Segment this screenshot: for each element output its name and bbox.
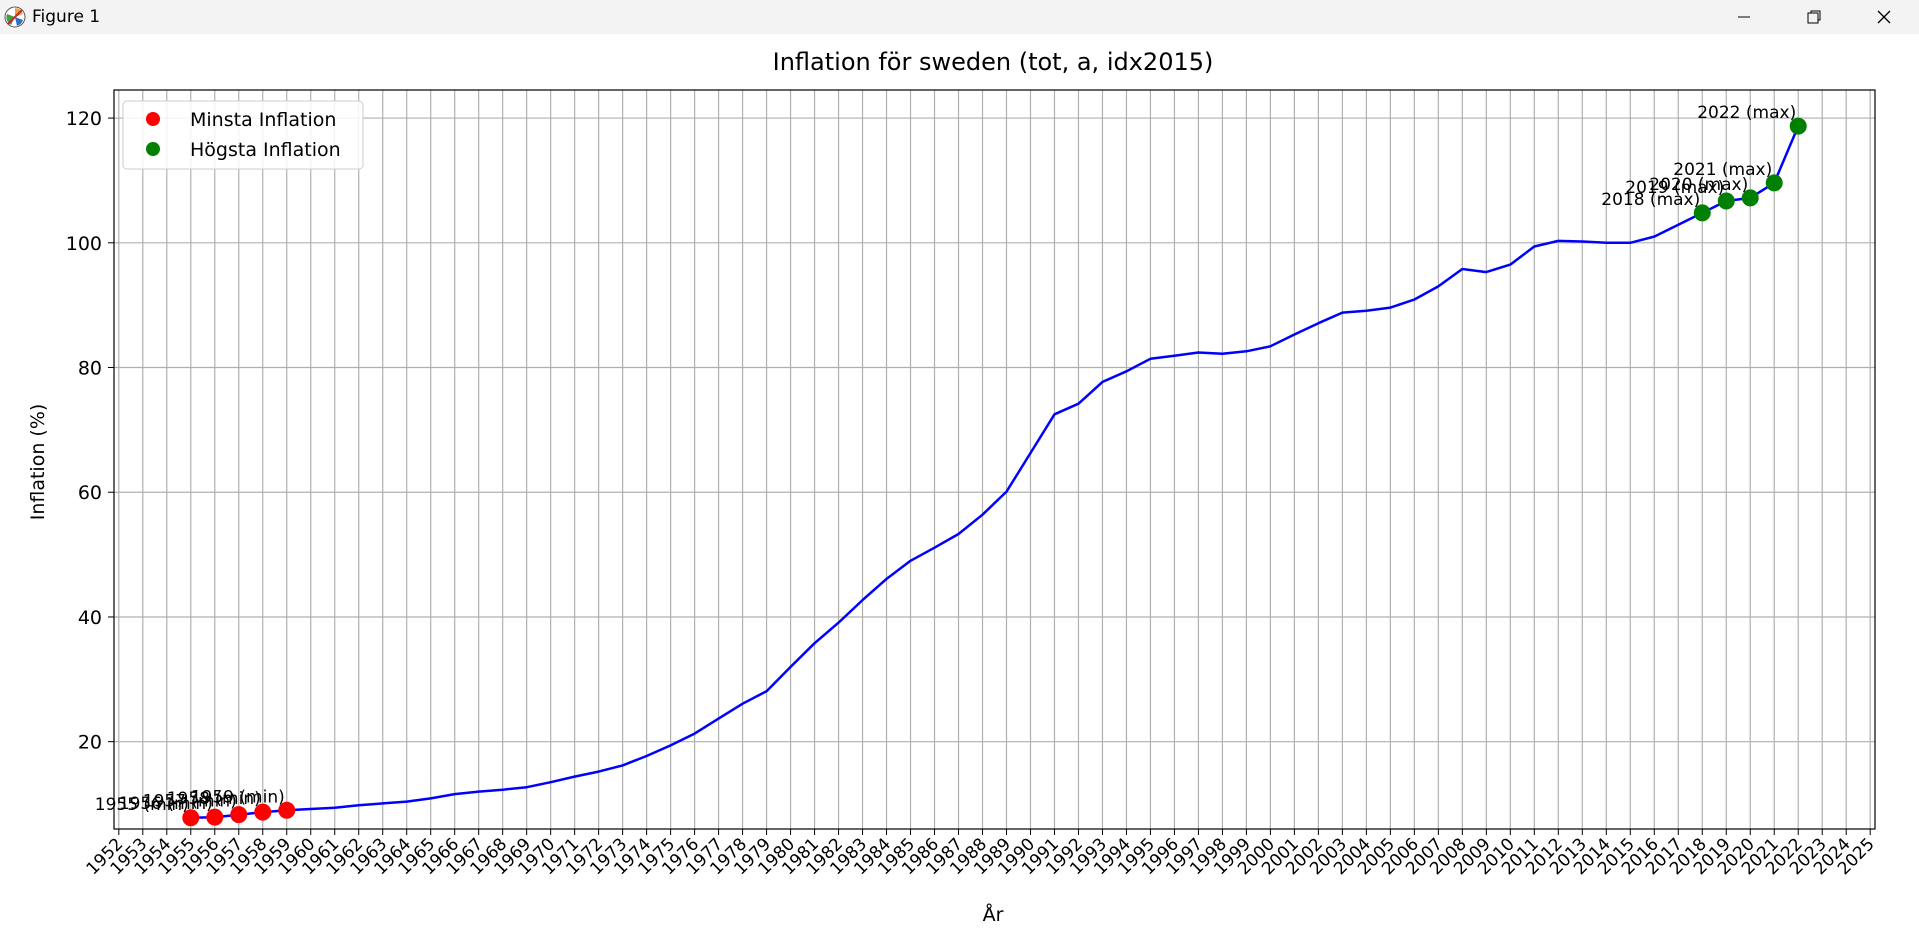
legend-box: [122, 100, 364, 170]
min-point-label: 1957 (min): [143, 792, 237, 812]
min-marker: [182, 809, 200, 827]
min-point-label: 1958 (min): [167, 789, 261, 809]
y-tick-label: 100: [66, 233, 102, 255]
max-point-label: 2019 (max): [1625, 178, 1724, 198]
y-axis-label: Inflation (%): [27, 404, 49, 521]
chart-title: Inflation för sweden (tot, a, idx2015): [773, 48, 1214, 76]
y-tick-label: 60: [78, 482, 102, 504]
point-labels: 1955 (min)1956 (min)1957 (min)1958 (min)…: [95, 103, 1796, 815]
axes-frame: [113, 89, 1876, 830]
grid-lines: [114, 90, 1875, 829]
legend: Minsta Inflation Högsta Inflation: [122, 100, 364, 170]
y-tick-label: 120: [66, 108, 102, 130]
min-point-label: 1955 (min): [95, 795, 189, 815]
max-point-label: 2020 (max): [1649, 175, 1748, 195]
figure-canvas: Inflation för sweden (tot, a, idx2015) 1…: [0, 34, 1919, 934]
max-point-label: 2021 (max): [1673, 160, 1772, 180]
restore-icon: [1807, 10, 1821, 24]
line-chart: Inflation för sweden (tot, a, idx2015) 1…: [27, 48, 1879, 926]
max-point-label: 2022 (max): [1697, 103, 1796, 123]
min-marker: [278, 801, 296, 819]
y-tick-label: 40: [78, 607, 102, 629]
max-marker: [1765, 174, 1783, 192]
legend-max-marker: [146, 142, 160, 156]
y-tick-label: 20: [78, 732, 102, 754]
x-axis-label: År: [983, 903, 1004, 926]
x-axis-ticks: 1952195319541955195619571958195919601961…: [83, 829, 1879, 879]
legend-min-marker: [146, 112, 160, 126]
close-button[interactable]: [1849, 0, 1919, 34]
minimize-button[interactable]: [1709, 0, 1779, 34]
max-marker: [1693, 204, 1711, 222]
max-marker: [1741, 189, 1759, 207]
inflation-line: [190, 125, 1800, 820]
min-marker: [230, 806, 248, 824]
max-point-label: 2018 (max): [1601, 190, 1700, 210]
markers: [182, 117, 1807, 827]
legend-min-label: Minsta Inflation: [190, 109, 336, 131]
close-icon: [1877, 10, 1891, 24]
y-axis-ticks: 20 40 60 80 100 120: [66, 108, 114, 754]
minimize-icon: [1738, 16, 1750, 18]
window-title: Figure 1: [32, 7, 101, 27]
maximize-button[interactable]: [1779, 0, 1849, 34]
inflation-series-line: [190, 125, 1800, 820]
min-marker: [254, 803, 272, 821]
window-titlebar: Figure 1: [0, 0, 1919, 34]
window-controls: [1709, 0, 1919, 34]
max-marker: [1717, 192, 1735, 210]
min-point-label: 1959 (min): [191, 787, 285, 807]
matplotlib-icon: [4, 6, 26, 28]
max-marker: [1789, 117, 1807, 135]
y-tick-label: 80: [78, 358, 102, 380]
min-point-label: 1956 (min): [119, 794, 213, 814]
min-marker: [206, 808, 224, 826]
legend-max-label: Högsta Inflation: [190, 139, 341, 161]
